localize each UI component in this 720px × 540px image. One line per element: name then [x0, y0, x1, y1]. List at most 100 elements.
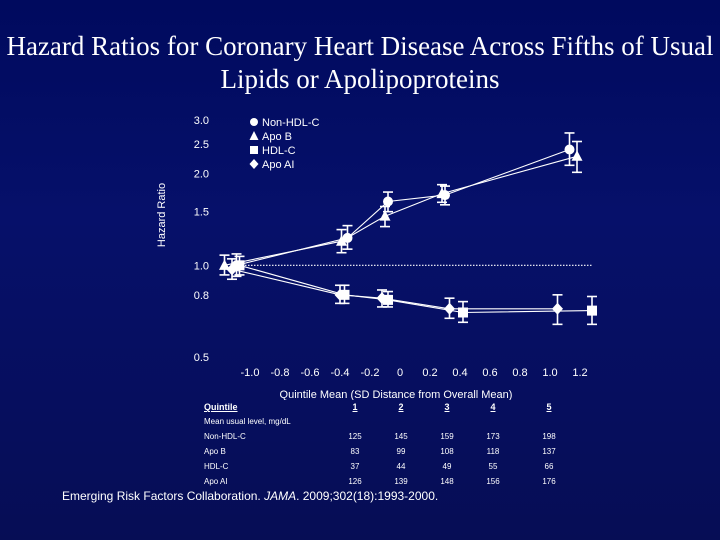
table-cell: 55 — [488, 462, 498, 471]
legend-marker-non-hdl-c — [250, 118, 258, 126]
table-header-cell: 4 — [490, 402, 496, 412]
table-cell: 126 — [348, 477, 362, 486]
x-tick-label: 0 — [397, 367, 403, 379]
table-cell: 137 — [542, 447, 556, 456]
table-cell: 159 — [440, 432, 454, 441]
table-row: Apo AI 126 139 148 156 176 — [204, 477, 584, 492]
table-row-label: HDL-C — [204, 462, 229, 471]
table-cell: 44 — [396, 462, 406, 471]
citation-journal: JAMA — [264, 489, 297, 503]
table-header-cell: 3 — [444, 402, 450, 412]
y-tick-label: 0.8 — [194, 290, 209, 302]
series-line-hdl-c — [239, 264, 593, 314]
table-cell: 37 — [350, 462, 360, 471]
series-line-apo-ai — [231, 268, 558, 310]
x-tick-label: -0.2 — [361, 367, 380, 379]
x-tick-label: 1.0 — [542, 367, 557, 379]
data-point-hdl-c — [587, 305, 597, 316]
x-tick-label: -0.4 — [331, 367, 350, 379]
data-point-apo-ai — [552, 302, 563, 315]
hazard-ratio-chart: 0.5 0.8 1.0 1.5 2.0 2.5 3.0 -1.0 -0.8 -0.6 -0.4 -0.… — [0, 0, 720, 400]
legend-entry-non-hdl-c: Non-HDL-C — [250, 117, 320, 129]
table-header-cell: 5 — [546, 402, 552, 412]
legend-marker-apo-ai — [249, 159, 259, 169]
data-point-apo-b — [436, 187, 448, 199]
table-cell: 176 — [542, 477, 556, 486]
table-cell: 99 — [396, 447, 406, 456]
legend-entry-apo-ai: Apo AI — [249, 159, 294, 171]
legend-label-non-hdl-c: Non-HDL-C — [262, 117, 320, 129]
x-tick-label: 0.8 — [512, 367, 527, 379]
legend-entry-hdl-c: HDL-C — [250, 145, 296, 157]
y-tick-label: 0.5 — [194, 352, 209, 364]
legend-marker-hdl-c — [250, 146, 258, 154]
citation-authors: Emerging Risk Factors Collaboration. — [62, 489, 265, 503]
legend-entry-apo-b: Apo B — [249, 131, 292, 143]
table-subheader-row: Mean usual level, mg/dL — [204, 417, 584, 432]
table-subheader: Mean usual level, mg/dL — [204, 417, 291, 426]
y-tick-label: 3.0 — [194, 115, 209, 127]
legend-marker-apo-b — [249, 131, 259, 140]
chart-title: Hazard Ratios for Coronary Heart Disease… — [6, 31, 714, 94]
x-tick-label: 0.4 — [452, 367, 467, 379]
data-point-hdl-c — [458, 307, 468, 318]
table-row-label: Non-HDL-C — [204, 432, 246, 441]
data-point-apo-b — [219, 259, 230, 270]
table-row: Apo B 83 99 108 118 137 — [204, 447, 584, 462]
legend-label-apo-b: Apo B — [262, 131, 292, 143]
series-points — [219, 132, 597, 326]
table-cell: 49 — [442, 462, 452, 471]
y-axis-label: Hazard Ratio — [156, 183, 168, 247]
x-tick-label: -0.8 — [271, 367, 290, 379]
table-cell: 125 — [348, 432, 362, 441]
table-cell: 139 — [394, 477, 408, 486]
data-point-apo-b — [379, 210, 391, 221]
data-point-apo-ai — [444, 302, 455, 315]
legend-label-apo-ai: Apo AI — [262, 159, 294, 171]
data-point-hdl-c — [234, 260, 245, 271]
table-header-cell: 2 — [398, 402, 404, 412]
legend-label-hdl-c: HDL-C — [262, 145, 296, 157]
legend: Non-HDL-C Apo B HDL-C Apo AI — [249, 117, 320, 171]
data-point-apo-ai — [376, 292, 388, 305]
table-cell: 156 — [486, 477, 500, 486]
data-point-non-hdl-c — [564, 144, 575, 155]
x-tick-label: 0.2 — [422, 367, 437, 379]
table-cell: 148 — [440, 477, 454, 486]
x-axis-label: Quintile Mean (SD Distance from Overall … — [280, 389, 513, 400]
x-tick-label: 0.6 — [482, 367, 497, 379]
table-cell: 198 — [542, 432, 556, 441]
table-row: Non-HDL-C 125 145 159 173 198 — [204, 432, 584, 447]
table-cell: 66 — [544, 462, 554, 471]
data-point-non-hdl-c — [383, 196, 393, 207]
x-tick-label: -0.6 — [301, 367, 320, 379]
data-point-apo-b — [336, 235, 347, 246]
table-cell: 118 — [486, 447, 500, 456]
table-header-row: Quintile 1 2 3 4 5 — [204, 402, 584, 417]
quintile-table: Quintile 1 2 3 4 5 Mean usual level, mg/… — [204, 402, 584, 492]
table-cell: 173 — [486, 432, 500, 441]
y-tick-label: 1.5 — [194, 207, 209, 219]
y-tick-label: 2.5 — [194, 139, 209, 151]
citation: Emerging Risk Factors Collaboration. JAM… — [62, 489, 438, 503]
data-point-hdl-c — [383, 294, 393, 305]
data-point-apo-ai — [334, 288, 346, 301]
data-point-apo-ai — [226, 263, 238, 276]
y-tick-label: 1.0 — [194, 260, 209, 272]
table-header-label: Quintile — [204, 402, 238, 412]
y-tick-label: 2.0 — [194, 169, 209, 181]
data-point-apo-b — [571, 150, 583, 161]
table-header-cell: 1 — [352, 402, 358, 412]
table-row-label: Apo AI — [204, 477, 228, 486]
series-lines — [224, 148, 593, 314]
table-cell: 83 — [350, 447, 360, 456]
series-line-apo-b — [224, 155, 578, 266]
table-cell: 145 — [394, 432, 408, 441]
x-tick-label: 1.2 — [572, 367, 587, 379]
citation-details: . 2009;302(18):1993-2000. — [296, 489, 439, 503]
x-tick-label: -1.0 — [241, 367, 260, 379]
data-point-non-hdl-c — [342, 232, 353, 243]
table-cell: 108 — [440, 447, 454, 456]
table-row: HDL-C 37 44 49 55 66 — [204, 462, 584, 477]
table-row-label: Apo B — [204, 447, 226, 456]
